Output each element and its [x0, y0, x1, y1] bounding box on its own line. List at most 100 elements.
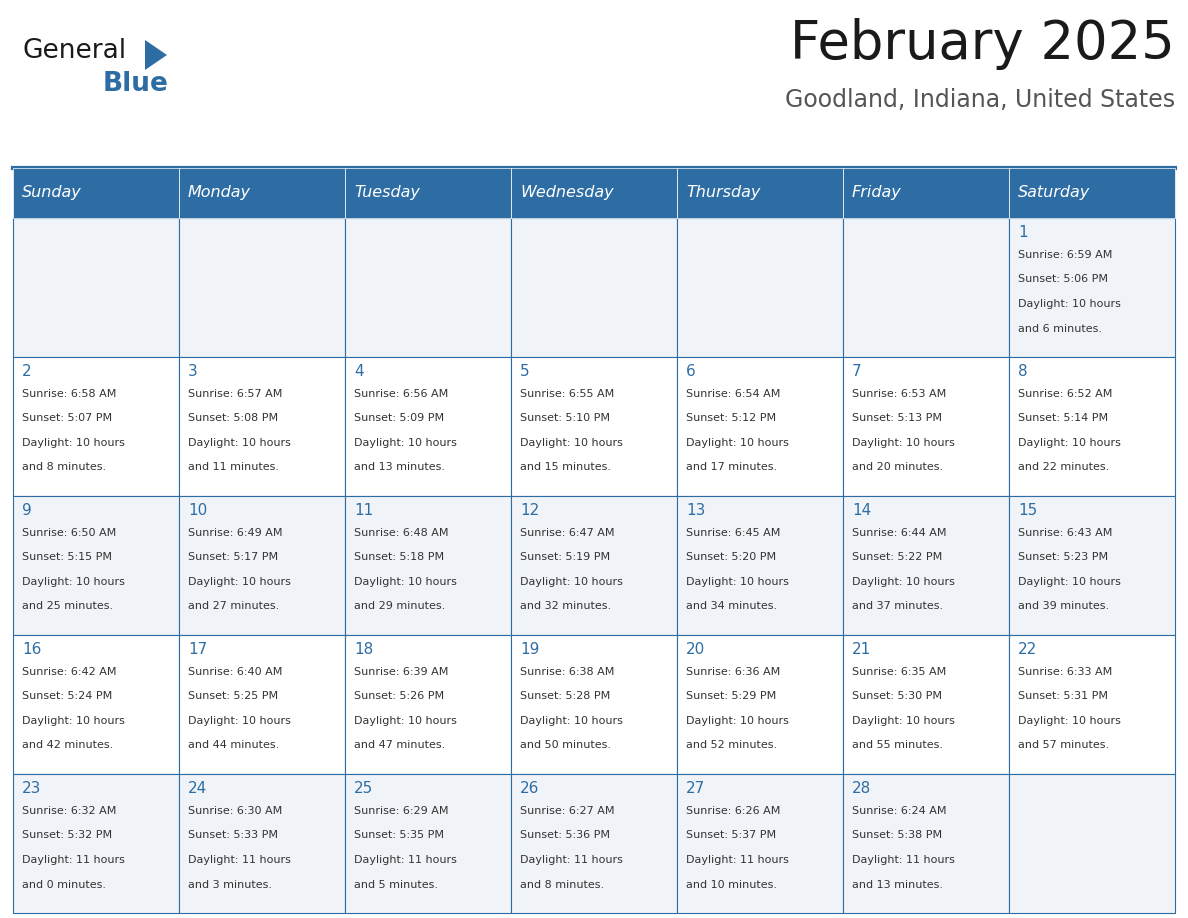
- Text: 8: 8: [1018, 364, 1028, 379]
- Text: Daylight: 10 hours: Daylight: 10 hours: [852, 577, 955, 587]
- Text: 14: 14: [852, 503, 871, 518]
- Bar: [511, 168, 677, 218]
- Text: Daylight: 10 hours: Daylight: 10 hours: [23, 577, 125, 587]
- Text: and 8 minutes.: and 8 minutes.: [520, 879, 605, 890]
- Text: Thursday: Thursday: [685, 185, 760, 200]
- Text: 15: 15: [1018, 503, 1037, 518]
- Text: Sunset: 5:07 PM: Sunset: 5:07 PM: [23, 413, 112, 423]
- Text: Daylight: 10 hours: Daylight: 10 hours: [354, 716, 457, 726]
- Text: and 15 minutes.: and 15 minutes.: [520, 463, 611, 473]
- Text: Saturday: Saturday: [1018, 185, 1091, 200]
- Text: Daylight: 11 hours: Daylight: 11 hours: [354, 855, 457, 865]
- Text: and 34 minutes.: and 34 minutes.: [685, 601, 777, 611]
- Text: Blue: Blue: [103, 71, 169, 97]
- Text: and 5 minutes.: and 5 minutes.: [354, 879, 438, 890]
- Text: Sunrise: 6:54 AM: Sunrise: 6:54 AM: [685, 389, 781, 399]
- Text: 28: 28: [852, 781, 871, 796]
- Bar: [345, 496, 511, 635]
- Text: and 42 minutes.: and 42 minutes.: [23, 741, 113, 751]
- Text: and 6 minutes.: and 6 minutes.: [1018, 323, 1102, 333]
- Text: February 2025: February 2025: [790, 18, 1175, 70]
- Text: 5: 5: [520, 364, 530, 379]
- Text: Sunset: 5:29 PM: Sunset: 5:29 PM: [685, 691, 776, 701]
- Bar: [345, 357, 511, 496]
- Bar: [677, 774, 843, 913]
- Bar: [843, 774, 1009, 913]
- Bar: [345, 168, 511, 218]
- Text: Sunrise: 6:27 AM: Sunrise: 6:27 AM: [520, 806, 614, 816]
- Text: and 50 minutes.: and 50 minutes.: [520, 741, 611, 751]
- Text: 19: 19: [520, 642, 539, 657]
- Text: 10: 10: [188, 503, 207, 518]
- Text: 6: 6: [685, 364, 696, 379]
- Text: 21: 21: [852, 642, 871, 657]
- Text: Sunset: 5:12 PM: Sunset: 5:12 PM: [685, 413, 776, 423]
- Bar: [179, 496, 345, 635]
- Text: Goodland, Indiana, United States: Goodland, Indiana, United States: [785, 88, 1175, 112]
- Text: Wednesday: Wednesday: [520, 185, 614, 200]
- Bar: [13, 168, 179, 218]
- Text: Sunrise: 6:55 AM: Sunrise: 6:55 AM: [520, 389, 614, 399]
- Text: 3: 3: [188, 364, 197, 379]
- Bar: [677, 218, 843, 357]
- Text: 13: 13: [685, 503, 706, 518]
- Text: Sunset: 5:35 PM: Sunset: 5:35 PM: [354, 831, 444, 841]
- Text: Sunrise: 6:58 AM: Sunrise: 6:58 AM: [23, 389, 116, 399]
- Text: Sunset: 5:22 PM: Sunset: 5:22 PM: [852, 553, 942, 563]
- Text: Sunrise: 6:30 AM: Sunrise: 6:30 AM: [188, 806, 283, 816]
- Text: Daylight: 10 hours: Daylight: 10 hours: [354, 438, 457, 448]
- Text: and 27 minutes.: and 27 minutes.: [188, 601, 279, 611]
- Text: and 13 minutes.: and 13 minutes.: [354, 463, 446, 473]
- Bar: [1009, 357, 1175, 496]
- Text: and 32 minutes.: and 32 minutes.: [520, 601, 611, 611]
- Text: 25: 25: [354, 781, 373, 796]
- Text: Sunset: 5:08 PM: Sunset: 5:08 PM: [188, 413, 278, 423]
- Bar: [13, 218, 179, 357]
- Text: and 37 minutes.: and 37 minutes.: [852, 601, 943, 611]
- Text: and 22 minutes.: and 22 minutes.: [1018, 463, 1110, 473]
- Text: Daylight: 11 hours: Daylight: 11 hours: [685, 855, 789, 865]
- Text: Sunset: 5:30 PM: Sunset: 5:30 PM: [852, 691, 942, 701]
- Bar: [179, 218, 345, 357]
- Text: Daylight: 10 hours: Daylight: 10 hours: [520, 438, 623, 448]
- Bar: [1009, 774, 1175, 913]
- Text: Sunset: 5:33 PM: Sunset: 5:33 PM: [188, 831, 278, 841]
- Text: Sunrise: 6:39 AM: Sunrise: 6:39 AM: [354, 667, 448, 677]
- Text: Daylight: 10 hours: Daylight: 10 hours: [1018, 716, 1120, 726]
- Text: Sunset: 5:06 PM: Sunset: 5:06 PM: [1018, 274, 1108, 285]
- Text: 22: 22: [1018, 642, 1037, 657]
- Bar: [13, 774, 179, 913]
- Bar: [843, 357, 1009, 496]
- Text: Sunrise: 6:57 AM: Sunrise: 6:57 AM: [188, 389, 283, 399]
- Text: and 55 minutes.: and 55 minutes.: [852, 741, 943, 751]
- Bar: [1009, 635, 1175, 774]
- Text: Sunset: 5:24 PM: Sunset: 5:24 PM: [23, 691, 112, 701]
- Text: Sunrise: 6:35 AM: Sunrise: 6:35 AM: [852, 667, 947, 677]
- Text: 11: 11: [354, 503, 373, 518]
- Bar: [13, 635, 179, 774]
- Bar: [677, 357, 843, 496]
- Bar: [1009, 218, 1175, 357]
- Text: and 8 minutes.: and 8 minutes.: [23, 463, 106, 473]
- Text: and 0 minutes.: and 0 minutes.: [23, 879, 106, 890]
- Text: Sunrise: 6:53 AM: Sunrise: 6:53 AM: [852, 389, 947, 399]
- Text: and 11 minutes.: and 11 minutes.: [188, 463, 279, 473]
- Text: and 17 minutes.: and 17 minutes.: [685, 463, 777, 473]
- Text: and 10 minutes.: and 10 minutes.: [685, 879, 777, 890]
- Text: Sunrise: 6:45 AM: Sunrise: 6:45 AM: [685, 528, 781, 538]
- Bar: [179, 635, 345, 774]
- Bar: [179, 168, 345, 218]
- Bar: [843, 496, 1009, 635]
- Bar: [1009, 496, 1175, 635]
- Text: Sunrise: 6:44 AM: Sunrise: 6:44 AM: [852, 528, 947, 538]
- Text: Sunrise: 6:47 AM: Sunrise: 6:47 AM: [520, 528, 614, 538]
- Text: Daylight: 10 hours: Daylight: 10 hours: [520, 577, 623, 587]
- Text: Daylight: 10 hours: Daylight: 10 hours: [23, 438, 125, 448]
- Bar: [13, 496, 179, 635]
- Text: Sunset: 5:31 PM: Sunset: 5:31 PM: [1018, 691, 1108, 701]
- Text: Daylight: 11 hours: Daylight: 11 hours: [520, 855, 623, 865]
- Text: Sunday: Sunday: [23, 185, 82, 200]
- Bar: [677, 496, 843, 635]
- Text: Friday: Friday: [852, 185, 902, 200]
- Text: 23: 23: [23, 781, 42, 796]
